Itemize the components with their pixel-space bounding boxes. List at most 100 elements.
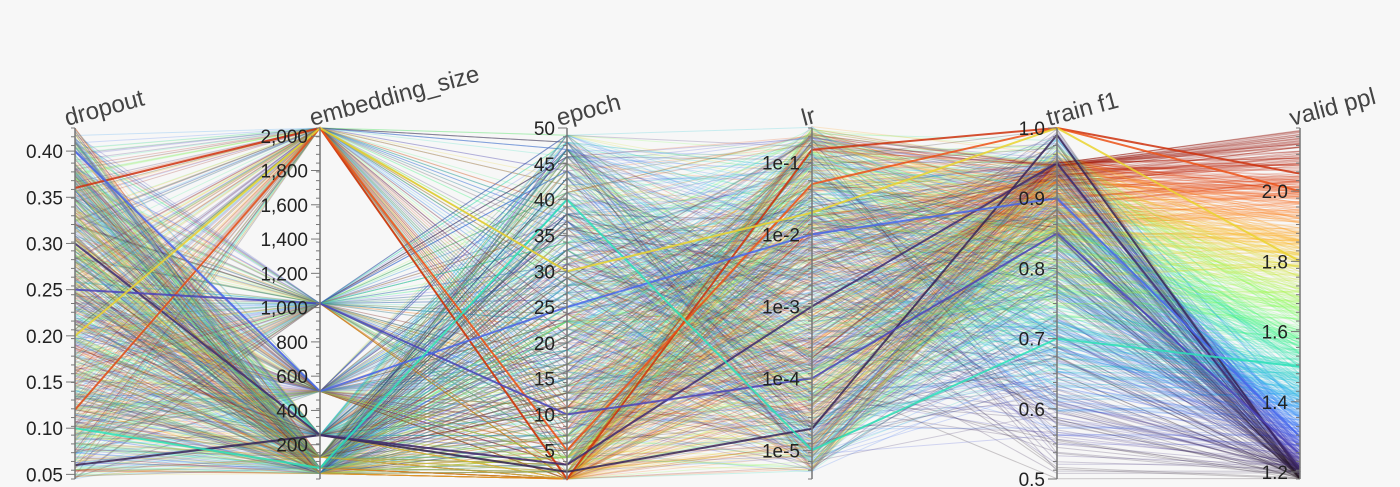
polyline [74,191,1301,430]
polyline [74,138,1301,480]
polyline [74,142,1301,392]
polyline [74,229,1301,480]
polyline [74,147,1301,437]
polyline [74,213,1301,472]
polyline [74,151,1301,466]
polyline [74,184,1301,436]
polyline [74,178,1301,458]
polyline [74,164,1301,479]
polyline [74,202,1301,469]
polyline [74,127,1301,480]
polyline [74,171,1301,411]
polyline [74,154,1301,469]
polyline [74,149,1301,447]
polyline [74,190,1301,458]
polyline [74,163,1301,478]
polyline [74,193,1301,472]
polyline [74,198,1301,444]
polyline [74,211,1301,459]
polyline [74,144,1301,392]
polyline [74,150,1301,475]
polyline [74,208,1301,475]
tick-label: 400 [276,401,308,422]
polyline [74,260,1301,475]
polyline [74,259,1301,453]
polyline [74,209,1301,458]
polyline [74,148,1301,475]
polyline [74,227,1301,466]
polyline [74,131,1301,458]
polyline [74,191,1301,471]
polyline [74,160,1301,469]
polyline [74,182,1301,458]
polyline [74,234,1301,469]
polyline [74,197,1301,436]
polyline [74,134,1301,469]
polyline [74,176,1301,478]
polyline [74,159,1301,458]
polyline [74,127,1301,462]
polyline [74,127,1301,390]
polyline [74,342,1301,480]
polyline [74,126,1301,475]
polyline [74,127,1301,403]
polyline [74,148,1301,468]
polyline [74,272,1301,473]
polyline [74,127,1301,450]
polyline [74,175,1301,469]
polyline [74,139,1301,480]
polyline [74,140,1301,436]
polyline [74,134,1301,458]
polyline [74,239,1301,451]
polyline [74,156,1301,438]
axis-title: train f1 [1044,87,1122,132]
polyline [74,177,1301,480]
polyline [74,195,1301,413]
polyline [74,127,1301,475]
tick-label: 0.40 [26,142,63,163]
polyline [74,162,1301,410]
polyline [74,209,1301,477]
polyline [74,227,1301,470]
polyline [74,127,1301,452]
tick-label: 5 [544,441,555,462]
polyline [74,188,1301,412]
polyline [74,184,1301,406]
polyline [74,140,1301,469]
polyline [74,139,1301,458]
polyline [74,127,1301,479]
polyline [74,156,1301,458]
polyline [74,190,1301,436]
polyline [74,134,1301,436]
polyline [74,148,1301,472]
polyline [74,127,1301,430]
polyline [74,170,1301,480]
polyline [74,157,1301,458]
polyline [74,134,1301,469]
polyline [74,155,1301,469]
polyline [74,148,1301,470]
polyline [74,202,1301,473]
polyline [74,282,1301,480]
polyline [74,134,1301,436]
polyline [74,191,1301,383]
polyline [74,218,1301,480]
polyline [74,142,1301,458]
polyline [74,157,1301,458]
polyline [74,162,1301,436]
polyline [74,173,1301,475]
polyline [74,127,1301,393]
polyline [74,171,1301,399]
polyline [74,346,1301,480]
tick-label: 1.0 [1019,119,1045,140]
polyline [74,188,1301,475]
polyline [74,133,1301,475]
polyline [74,132,1301,469]
polyline [74,270,1301,468]
polyline [74,200,1301,458]
polyline [74,179,1301,466]
polyline [74,127,1301,315]
polyline [74,127,1301,401]
polyline [74,290,1301,469]
polyline [74,197,1301,480]
